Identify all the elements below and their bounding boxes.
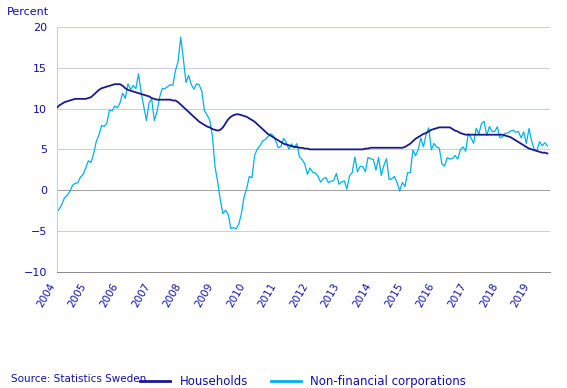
- Text: Source: Statistics Sweden: Source: Statistics Sweden: [11, 374, 147, 384]
- Text: Percent: Percent: [7, 7, 49, 17]
- Legend: Households, Non-financial corporations: Households, Non-financial corporations: [136, 371, 471, 388]
